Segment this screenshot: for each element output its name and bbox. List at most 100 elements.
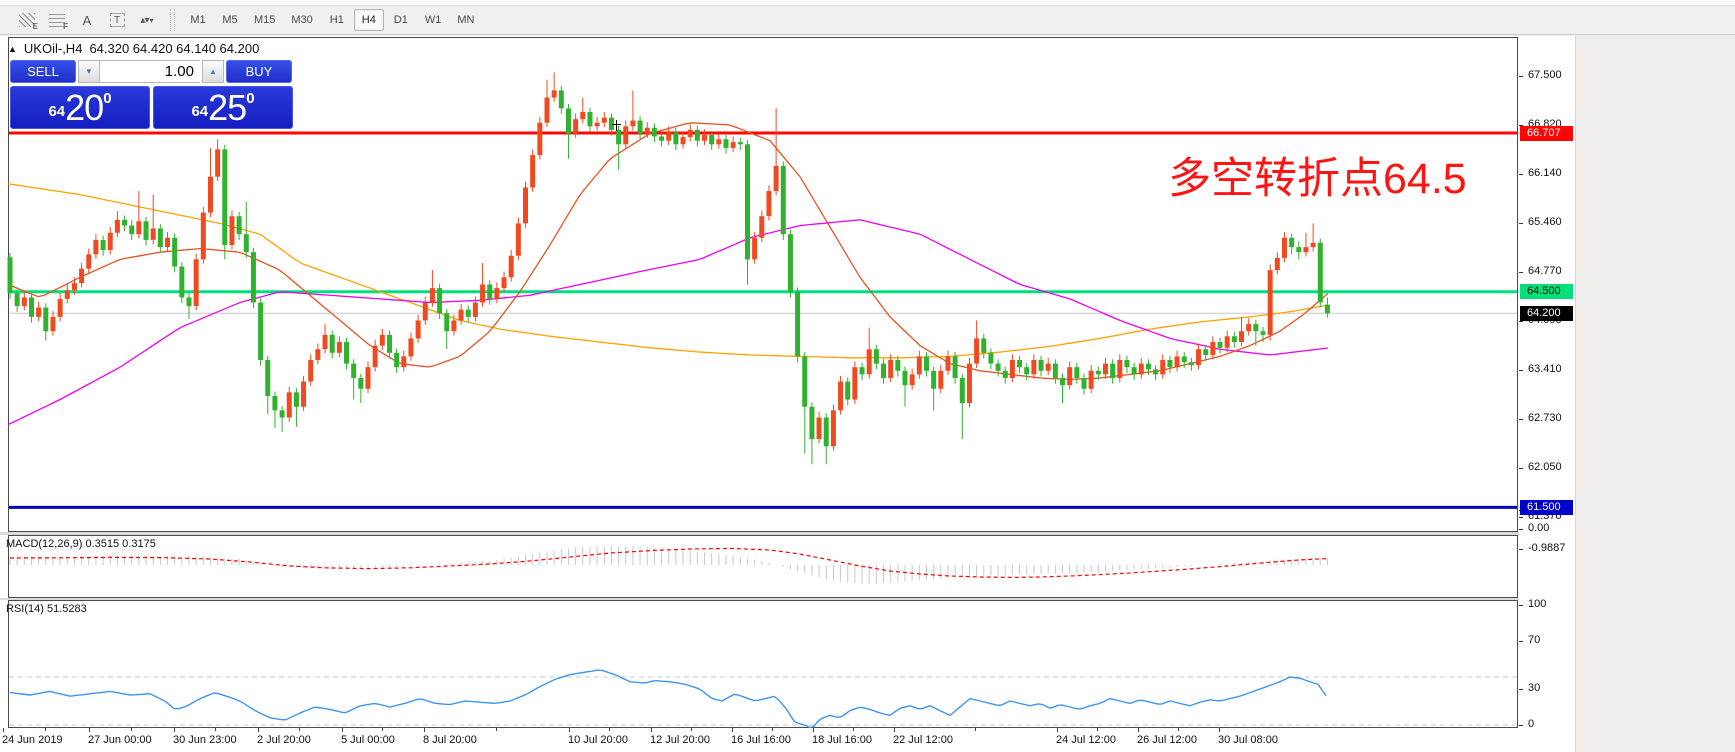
candle — [530, 155, 536, 188]
date-tick — [651, 728, 652, 732]
timeframe-button-m1[interactable]: M1 — [190, 14, 206, 26]
price-chart-pane[interactable] — [0, 37, 1519, 532]
toolbar: E F A T ▴▾ ▾ M1 M5 M15 M30 H1 H4 D1 W1 MN — [0, 6, 1735, 35]
date-label: 18 Jul 16:00 — [812, 734, 872, 746]
axis-label: 62.730 — [1528, 411, 1562, 424]
axis-label: 100 — [1528, 598, 1547, 610]
candle — [587, 111, 593, 127]
buy-price-box[interactable]: 64 25 0 — [153, 86, 293, 129]
candle — [179, 266, 185, 298]
arrows-tool-icon[interactable]: ▴▾ ▾ — [140, 14, 154, 26]
ma-line-slow-orange — [7, 183, 1329, 359]
pane-splitter[interactable] — [0, 598, 1519, 601]
collapse-icon[interactable]: ▲ — [8, 43, 17, 54]
timeframe-button-h1[interactable]: H1 — [329, 14, 344, 26]
ma-line-medium-magenta — [7, 219, 1329, 426]
candle — [1253, 324, 1259, 332]
candle — [28, 297, 34, 317]
timeframe-button-m30[interactable]: M30 — [291, 14, 313, 26]
candle — [580, 111, 586, 120]
candle — [651, 127, 657, 137]
date-label: 26 Jul 12:00 — [1137, 734, 1197, 746]
candle — [415, 320, 421, 339]
candle — [157, 228, 163, 248]
candle — [1045, 363, 1051, 371]
candle — [1281, 237, 1287, 258]
candle — [608, 117, 614, 130]
ma-line-fast-red — [7, 122, 1329, 381]
rsi-pane[interactable] — [0, 600, 1519, 728]
candle — [1017, 360, 1023, 368]
candle — [1224, 336, 1230, 348]
candle — [508, 255, 514, 278]
date-subtick — [215, 728, 216, 731]
date-subtick — [974, 728, 976, 731]
text-label-tool-icon[interactable]: T — [104, 9, 130, 31]
rsi-label: RSI(14) 51.5283 — [6, 603, 87, 615]
candle — [995, 363, 1001, 371]
price-level-badge: 64.200 — [1520, 305, 1573, 321]
ohlc-values: 64.320 64.420 64.140 64.200 — [89, 41, 260, 56]
candle — [616, 129, 622, 145]
candle — [329, 334, 335, 353]
axis-tick — [1519, 725, 1523, 726]
candle — [322, 334, 328, 350]
date-tick — [424, 728, 425, 732]
candle — [802, 356, 808, 407]
volume-input[interactable] — [100, 61, 200, 82]
axis-label: 0 — [1528, 718, 1535, 730]
axis-label: 67.500 — [1528, 69, 1562, 81]
candle — [959, 377, 965, 404]
timeframe-button-m15[interactable]: M15 — [254, 14, 276, 26]
date-label: 2 Jul 20:00 — [257, 734, 311, 746]
candle — [236, 216, 242, 235]
text-tool-icon[interactable]: A — [82, 12, 92, 28]
candle — [1317, 242, 1323, 303]
candle — [143, 221, 149, 240]
sell-price-prefix: 64 — [48, 103, 66, 120]
date-tick — [569, 728, 570, 732]
price-axis[interactable]: 67.50066.82066.14065.46064.77064.09063.4… — [1519, 36, 1575, 752]
candle — [565, 108, 571, 134]
sell-button[interactable]: SELL — [10, 60, 76, 83]
candle — [458, 309, 464, 321]
channel-tool-icon[interactable]: E — [14, 9, 40, 31]
candle — [408, 338, 414, 357]
candle — [21, 297, 27, 307]
fibonacci-tool-icon[interactable]: F — [44, 9, 70, 31]
date-label: 24 Jul 12:00 — [1056, 734, 1116, 746]
timeframe-button-mn[interactable]: MN — [457, 14, 475, 26]
candle — [694, 129, 700, 141]
date-subtick — [690, 728, 692, 731]
candle — [716, 139, 722, 145]
candle — [36, 307, 42, 317]
candle — [923, 356, 929, 371]
candle — [243, 234, 249, 253]
axis-label: 70 — [1528, 634, 1541, 646]
date-label: 24 Jun 2019 — [2, 734, 63, 746]
candle — [859, 367, 865, 375]
volume-decrease-button[interactable]: ▼ — [78, 60, 100, 83]
candle — [107, 232, 113, 250]
timeframe-button-d1[interactable]: D1 — [393, 14, 408, 26]
timeframe-button-w1[interactable]: W1 — [424, 14, 442, 26]
macd-pane[interactable] — [0, 535, 1519, 598]
candle — [766, 191, 772, 217]
candle — [1138, 363, 1144, 375]
timeframe-button-h4[interactable]: H4 — [353, 9, 384, 31]
timeframe-button-m5[interactable]: M5 — [222, 14, 238, 26]
candle — [931, 370, 937, 389]
axis-label: 62.050 — [1528, 460, 1562, 473]
candle — [1210, 342, 1216, 355]
volume-increase-button[interactable]: ▲ — [202, 60, 224, 83]
date-label: 8 Jul 20:00 — [423, 734, 477, 746]
candle — [1009, 360, 1015, 378]
axis-label: 63.410 — [1528, 363, 1562, 376]
date-axis[interactable]: 24 Jun 2019 27 Jun 00:00 30 Jun 23:00 2 Jul… — [0, 728, 1575, 752]
pane-splitter[interactable] — [0, 532, 1519, 535]
candle — [752, 237, 758, 260]
sell-price-box[interactable]: 64 20 0 — [10, 86, 150, 129]
buy-button[interactable]: BUY — [226, 60, 292, 83]
crosshair-cursor-icon — [611, 120, 622, 131]
candle — [594, 122, 600, 127]
